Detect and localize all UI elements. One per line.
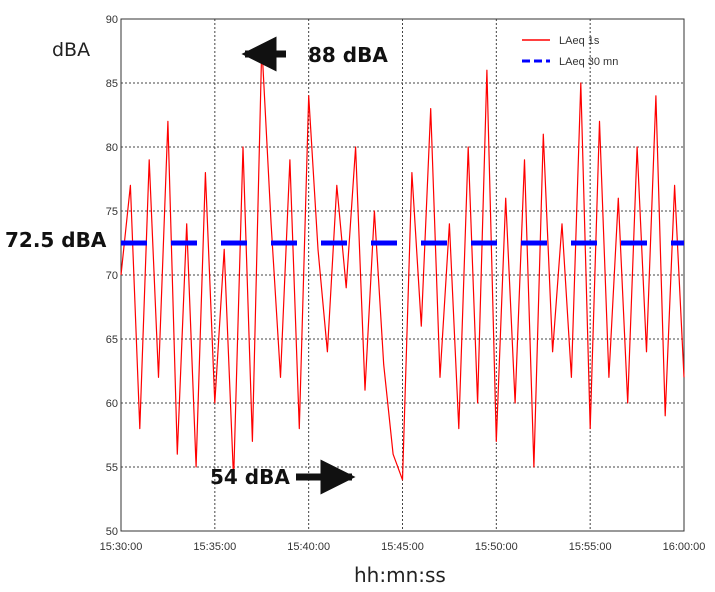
grid-lines [121,19,684,531]
legend: LAeq 1s LAeq 30 mn [522,35,618,68]
y-tick-label-80: 80 [106,142,118,154]
y-axis-label: dBA [52,39,90,61]
y-tick-label-65: 65 [106,334,118,346]
series-line-laeq-1s [120,43,685,481]
legend-label-laeq-1s: LAeq 1s [559,35,600,47]
y-tick-label-85: 85 [106,78,118,90]
x-tick-labels: 15:30:00 15:35:00 15:40:00 15:45:00 15:50:00… [100,541,706,553]
annotation-88: 88 dBA [241,36,388,72]
series-layer [120,43,685,481]
x-tick-label-15:50:00: 15:50:00 [475,541,518,553]
x-tick-label-15:40:00: 15:40:00 [287,541,330,553]
x-tick-label-15:30:00: 15:30:00 [100,541,143,553]
x-tick-label-15:55:00: 15:55:00 [569,541,612,553]
x-axis-label: hh:mn:ss [354,563,446,587]
y-tick-label-75: 75 [106,206,118,218]
annotation-72-5-label: 72.5 dBA [5,228,107,252]
annotation-88-label: 88 dBA [308,43,388,67]
y-tick-label-90: 90 [106,14,118,26]
annotation-54: 54 dBA [210,459,356,495]
y-tick-label-70: 70 [106,270,118,282]
y-tick-labels: 50 55 60 65 70 75 80 85 90 [106,14,118,538]
legend-label-laeq-30mn: LAeq 30 mn [559,56,618,68]
y-tick-label-50: 50 [106,526,118,538]
y-tick-label-60: 60 [106,398,118,410]
x-tick-label-16:00:00: 16:00:00 [663,541,706,553]
annotation-54-label: 54 dBA [210,465,290,489]
x-tick-label-15:45:00: 15:45:00 [381,541,424,553]
x-tick-label-15:35:00: 15:35:00 [193,541,236,553]
y-tick-label-55: 55 [106,462,118,474]
